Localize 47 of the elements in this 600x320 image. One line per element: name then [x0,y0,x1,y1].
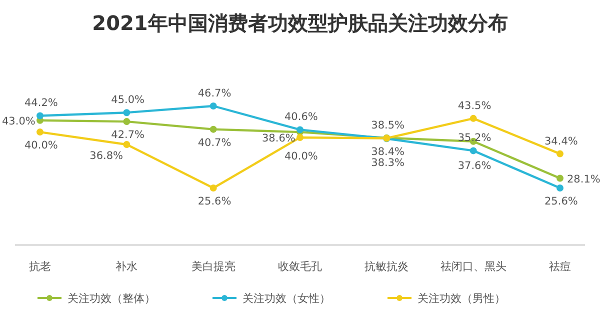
data-label: 38.3% [371,157,405,170]
data-label: 38.5% [371,119,405,132]
x-tick-label: 美白提亮 [191,260,236,273]
data-label: 43.5% [458,100,492,112]
point [210,126,217,133]
x-tick-label: 抗老 [29,260,51,273]
x-tick-label: 祛闭口、黑头 [440,260,506,273]
point [36,128,44,136]
x-tick-label: 抗敏抗炎 [364,260,409,273]
point [556,174,564,182]
x-tick-label: 补水 [116,260,138,273]
data-label: 36.8% [90,150,124,162]
point [36,112,44,120]
point [123,118,130,126]
point [123,109,130,116]
data-label: 38.6% [262,132,296,144]
data-label: 40.7% [198,136,232,149]
data-label: 43.0% [2,115,36,128]
data-label: 45.0% [111,94,145,106]
legend-label: 关注功效（女性） [242,292,330,305]
data-label: 25.6% [198,196,232,208]
point [210,184,217,192]
point [556,184,564,192]
data-label: 46.7% [198,88,232,100]
data-label: 37.6% [458,160,492,172]
data-label: 44.2% [24,97,58,110]
data-label: 34.4% [544,135,578,148]
x-tick-label: 收敛毛孔 [278,260,322,273]
data-label: 28.1% [567,173,600,186]
point [210,102,217,110]
data-label: 42.7% [111,129,145,142]
point [470,114,477,122]
legend-label: 关注功效（男性） [418,292,506,305]
point [123,140,130,148]
data-label: 38.4% [371,146,405,158]
data-label: 25.6% [544,196,578,208]
point [296,134,304,141]
data-label: 40.0% [24,140,58,152]
point [296,126,304,134]
data-label: 35.2% [458,132,492,144]
x-tick-label: 祛痘 [549,260,571,273]
legend-label: 关注功效（整体） [68,292,156,305]
point [470,147,477,154]
data-label: 40.0% [284,150,318,163]
data-label: 40.6% [284,111,318,124]
point [556,150,564,158]
chart-title: 2021年中国消费者功效型护肤品关注功效分布 [92,11,508,35]
